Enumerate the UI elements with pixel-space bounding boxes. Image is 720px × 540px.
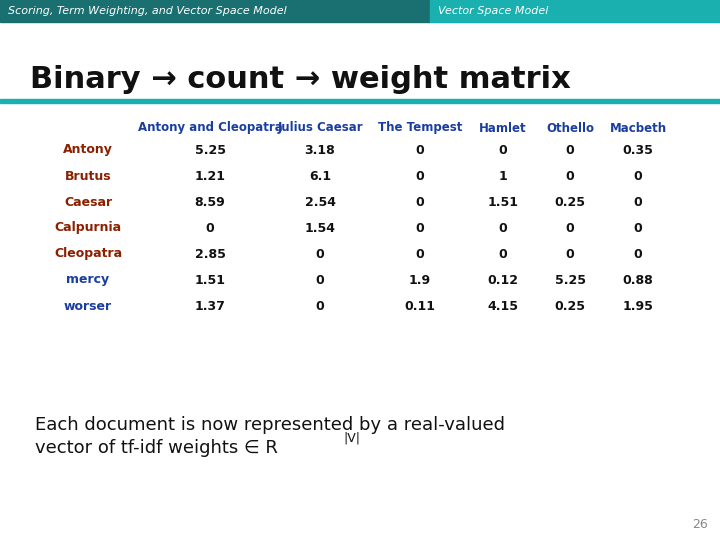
Text: 0: 0 [415, 247, 424, 260]
Text: 6.1: 6.1 [309, 170, 331, 183]
Text: 0.25: 0.25 [554, 300, 585, 313]
Bar [0, 99, 720, 103]
Text: 2.54: 2.54 [305, 195, 336, 208]
Text: vector of tf-idf weights ∈ R: vector of tf-idf weights ∈ R [35, 439, 278, 457]
Text: 0: 0 [499, 221, 508, 234]
Text: Brutus: Brutus [65, 170, 112, 183]
Text: 0.12: 0.12 [487, 273, 518, 287]
Text: 1: 1 [499, 170, 508, 183]
Text: Antony and Cleopatra: Antony and Cleopatra [138, 122, 282, 134]
Text: 1.21: 1.21 [194, 170, 225, 183]
Text: 8.59: 8.59 [194, 195, 225, 208]
Text: Each document is now represented by a real-valued: Each document is now represented by a re… [35, 416, 505, 434]
Text: 0: 0 [566, 221, 575, 234]
Text: 0: 0 [566, 170, 575, 183]
Text: Antony: Antony [63, 144, 113, 157]
Text: Macbeth: Macbeth [609, 122, 667, 134]
Text: Cleopatra: Cleopatra [54, 247, 122, 260]
Text: Calpurnia: Calpurnia [55, 221, 122, 234]
Text: 1.51: 1.51 [194, 273, 225, 287]
Text: Binary → count → weight matrix: Binary → count → weight matrix [30, 65, 571, 94]
Text: 0: 0 [634, 195, 642, 208]
Text: worser: worser [64, 300, 112, 313]
Text: 0: 0 [415, 221, 424, 234]
Text: 5.25: 5.25 [554, 273, 585, 287]
Text: 1.9: 1.9 [409, 273, 431, 287]
Text: 0.88: 0.88 [623, 273, 653, 287]
Text: 2.85: 2.85 [194, 247, 225, 260]
Text: 0: 0 [499, 247, 508, 260]
Text: 5.25: 5.25 [194, 144, 225, 157]
Text: The Tempest: The Tempest [378, 122, 462, 134]
Text: 1.37: 1.37 [194, 300, 225, 313]
Text: 0.35: 0.35 [623, 144, 654, 157]
Text: Julius Caesar: Julius Caesar [277, 122, 363, 134]
Text: 4.15: 4.15 [487, 300, 518, 313]
Text: 1.95: 1.95 [623, 300, 654, 313]
Text: 0: 0 [315, 300, 325, 313]
Text: 1.54: 1.54 [305, 221, 336, 234]
Text: 0.11: 0.11 [405, 300, 436, 313]
Text: 0: 0 [634, 170, 642, 183]
Text: Othello: Othello [546, 122, 594, 134]
Text: 26: 26 [692, 518, 708, 531]
Text: Caesar: Caesar [64, 195, 112, 208]
Text: Scoring, Term Weighting, and Vector Space Model: Scoring, Term Weighting, and Vector Spac… [8, 6, 287, 16]
Text: 0.25: 0.25 [554, 195, 585, 208]
Text: 0: 0 [499, 144, 508, 157]
Text: 0: 0 [415, 195, 424, 208]
Text: mercy: mercy [66, 273, 109, 287]
Text: 0: 0 [206, 221, 215, 234]
Text: Vector Space Model: Vector Space Model [438, 6, 549, 16]
Text: 0: 0 [415, 144, 424, 157]
Text: 3.18: 3.18 [305, 144, 336, 157]
Text: Hamlet: Hamlet [480, 122, 527, 134]
Text: 0: 0 [566, 247, 575, 260]
Bar [0, 0, 430, 22]
Text: 0: 0 [315, 273, 325, 287]
Text: |V|: |V| [343, 432, 360, 445]
Text: 0: 0 [415, 170, 424, 183]
Bar [430, 0, 720, 22]
Text: 0: 0 [566, 144, 575, 157]
Text: 0: 0 [634, 247, 642, 260]
Text: 0: 0 [634, 221, 642, 234]
Text: 0: 0 [315, 247, 325, 260]
Text: 1.51: 1.51 [487, 195, 518, 208]
